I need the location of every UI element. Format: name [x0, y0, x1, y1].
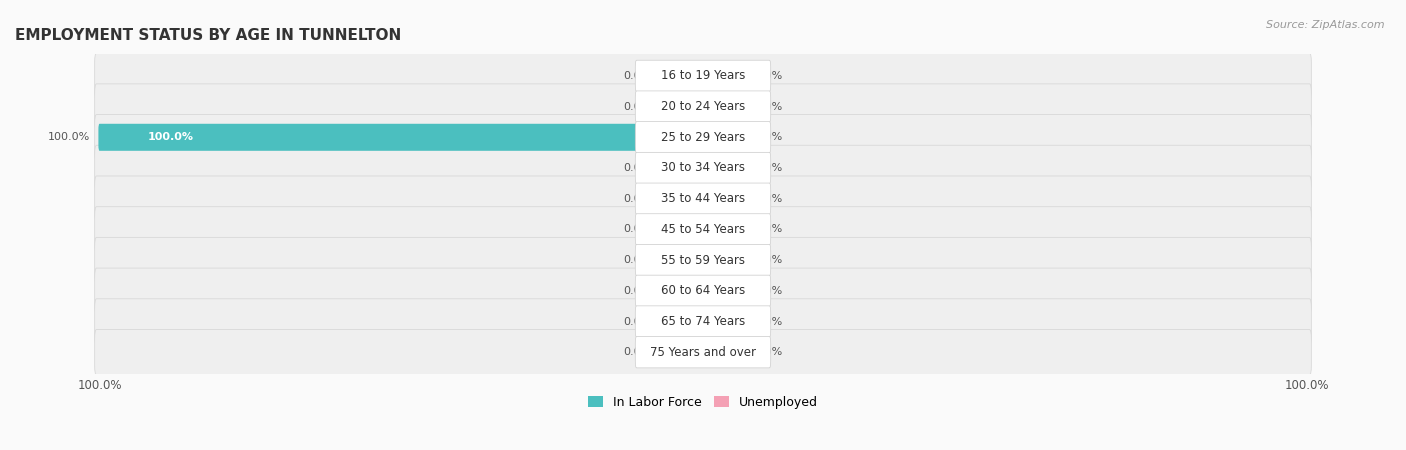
- FancyBboxPatch shape: [98, 124, 704, 151]
- FancyBboxPatch shape: [659, 216, 704, 243]
- FancyBboxPatch shape: [94, 299, 1312, 344]
- FancyBboxPatch shape: [636, 183, 770, 214]
- Text: 0.0%: 0.0%: [623, 347, 652, 357]
- FancyBboxPatch shape: [659, 63, 704, 90]
- Text: 0.0%: 0.0%: [754, 286, 783, 296]
- Legend: In Labor Force, Unemployed: In Labor Force, Unemployed: [588, 396, 818, 409]
- FancyBboxPatch shape: [636, 60, 770, 91]
- Text: 0.0%: 0.0%: [623, 102, 652, 112]
- Text: 0.0%: 0.0%: [754, 225, 783, 234]
- FancyBboxPatch shape: [702, 93, 747, 120]
- Text: 16 to 19 Years: 16 to 19 Years: [661, 69, 745, 82]
- FancyBboxPatch shape: [659, 277, 704, 304]
- FancyBboxPatch shape: [94, 238, 1312, 283]
- Text: 0.0%: 0.0%: [754, 102, 783, 112]
- FancyBboxPatch shape: [702, 124, 747, 151]
- Text: 0.0%: 0.0%: [623, 225, 652, 234]
- Text: 0.0%: 0.0%: [623, 71, 652, 81]
- FancyBboxPatch shape: [94, 268, 1312, 314]
- FancyBboxPatch shape: [94, 53, 1312, 99]
- Text: 45 to 54 Years: 45 to 54 Years: [661, 223, 745, 236]
- FancyBboxPatch shape: [702, 277, 747, 304]
- FancyBboxPatch shape: [636, 153, 770, 184]
- Text: 0.0%: 0.0%: [754, 255, 783, 265]
- FancyBboxPatch shape: [659, 308, 704, 335]
- Text: EMPLOYMENT STATUS BY AGE IN TUNNELTON: EMPLOYMENT STATUS BY AGE IN TUNNELTON: [15, 28, 401, 44]
- Text: Source: ZipAtlas.com: Source: ZipAtlas.com: [1267, 20, 1385, 30]
- FancyBboxPatch shape: [702, 154, 747, 181]
- FancyBboxPatch shape: [659, 154, 704, 181]
- FancyBboxPatch shape: [636, 214, 770, 245]
- Text: 0.0%: 0.0%: [754, 71, 783, 81]
- Text: 55 to 59 Years: 55 to 59 Years: [661, 254, 745, 266]
- Text: 0.0%: 0.0%: [754, 316, 783, 327]
- Text: 0.0%: 0.0%: [754, 163, 783, 173]
- FancyBboxPatch shape: [702, 185, 747, 212]
- Text: 0.0%: 0.0%: [623, 194, 652, 204]
- Text: 100.0%: 100.0%: [48, 132, 90, 142]
- Text: 0.0%: 0.0%: [623, 255, 652, 265]
- Text: 100.0%: 100.0%: [148, 132, 194, 142]
- FancyBboxPatch shape: [94, 145, 1312, 191]
- Text: 30 to 34 Years: 30 to 34 Years: [661, 162, 745, 175]
- FancyBboxPatch shape: [659, 339, 704, 366]
- Text: 0.0%: 0.0%: [754, 194, 783, 204]
- Text: 0.0%: 0.0%: [623, 316, 652, 327]
- FancyBboxPatch shape: [659, 247, 704, 274]
- FancyBboxPatch shape: [94, 176, 1312, 221]
- Text: 25 to 29 Years: 25 to 29 Years: [661, 131, 745, 144]
- FancyBboxPatch shape: [94, 84, 1312, 129]
- Text: 35 to 44 Years: 35 to 44 Years: [661, 192, 745, 205]
- Text: 0.0%: 0.0%: [623, 286, 652, 296]
- FancyBboxPatch shape: [702, 247, 747, 274]
- FancyBboxPatch shape: [636, 337, 770, 368]
- FancyBboxPatch shape: [636, 275, 770, 306]
- Text: 65 to 74 Years: 65 to 74 Years: [661, 315, 745, 328]
- FancyBboxPatch shape: [659, 93, 704, 120]
- Text: 75 Years and over: 75 Years and over: [650, 346, 756, 359]
- FancyBboxPatch shape: [636, 91, 770, 122]
- Text: 0.0%: 0.0%: [754, 347, 783, 357]
- Text: 0.0%: 0.0%: [754, 132, 783, 142]
- FancyBboxPatch shape: [702, 216, 747, 243]
- FancyBboxPatch shape: [636, 122, 770, 153]
- FancyBboxPatch shape: [702, 308, 747, 335]
- FancyBboxPatch shape: [94, 329, 1312, 375]
- FancyBboxPatch shape: [636, 244, 770, 276]
- FancyBboxPatch shape: [94, 115, 1312, 160]
- FancyBboxPatch shape: [702, 63, 747, 90]
- Text: 20 to 24 Years: 20 to 24 Years: [661, 100, 745, 113]
- Text: 0.0%: 0.0%: [623, 163, 652, 173]
- FancyBboxPatch shape: [659, 185, 704, 212]
- Text: 60 to 64 Years: 60 to 64 Years: [661, 284, 745, 297]
- FancyBboxPatch shape: [636, 306, 770, 337]
- FancyBboxPatch shape: [702, 339, 747, 366]
- FancyBboxPatch shape: [94, 207, 1312, 252]
